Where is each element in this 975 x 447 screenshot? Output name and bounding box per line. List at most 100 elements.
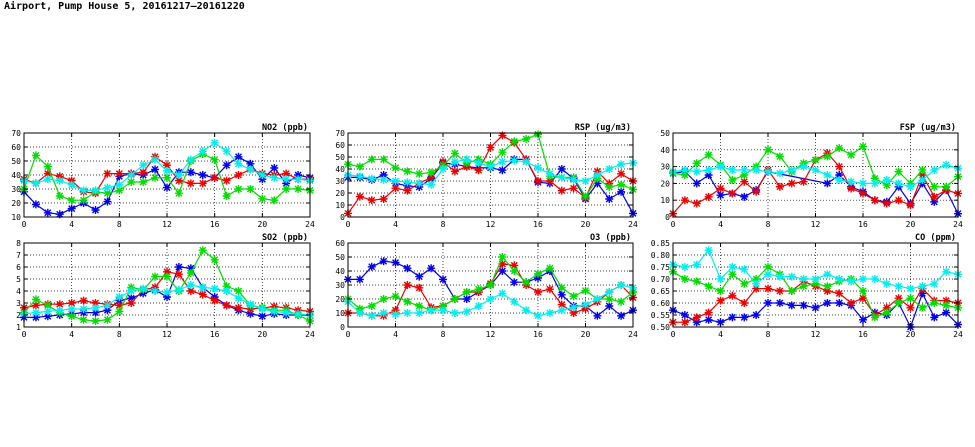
data-point — [605, 288, 614, 296]
data-point — [510, 261, 519, 270]
data-point — [906, 201, 915, 210]
x-tick-label: 12 — [811, 330, 821, 339]
data-point — [787, 301, 796, 310]
y-tick-label: 0.85 — [651, 239, 670, 248]
data-point — [31, 313, 40, 322]
data-point — [617, 160, 626, 169]
x-tick-label: 24 — [305, 330, 315, 339]
data-point — [355, 162, 364, 171]
data-point — [510, 156, 519, 165]
data-point — [163, 173, 171, 182]
y-tick-label: 1 — [16, 323, 21, 332]
data-point — [847, 177, 856, 186]
y-tick-label: 0.60 — [651, 299, 670, 308]
data-point — [198, 171, 207, 179]
data-point — [355, 309, 364, 317]
data-point — [942, 160, 951, 169]
data-point — [115, 180, 124, 189]
data-point — [593, 179, 602, 188]
data-point — [704, 192, 713, 201]
data-point — [139, 284, 148, 293]
data-point — [894, 282, 903, 291]
y-tick-label: 40 — [11, 171, 21, 180]
data-point — [823, 282, 832, 291]
data-point — [835, 162, 844, 171]
data-point — [811, 275, 820, 283]
data-point — [103, 197, 112, 206]
data-point — [258, 305, 267, 313]
data-point — [270, 173, 279, 182]
data-point — [222, 192, 231, 200]
y-tick-label: 0.75 — [651, 263, 670, 272]
y-tick-label: 60 — [335, 239, 345, 248]
data-point — [151, 155, 160, 164]
chart-title: SO2 (ppb) — [262, 233, 308, 243]
data-point — [498, 148, 507, 157]
x-tick-label: 4 — [69, 220, 74, 229]
data-point — [115, 186, 124, 195]
data-point — [198, 246, 207, 255]
data-point — [415, 169, 424, 178]
chart-title: O3 (ppb) — [590, 233, 631, 243]
data-point — [752, 284, 761, 293]
data-point — [581, 304, 590, 313]
data-point — [764, 145, 772, 154]
x-tick-label: 20 — [258, 220, 268, 229]
data-point — [835, 275, 844, 283]
x-tick-label: 16 — [858, 330, 868, 339]
data-point — [545, 177, 554, 185]
data-point — [258, 171, 267, 179]
data-point — [692, 260, 701, 269]
data-point — [246, 185, 255, 193]
data-point — [498, 267, 507, 275]
x-tick-label: 20 — [581, 330, 591, 339]
data-point — [450, 309, 459, 317]
data-point — [930, 192, 939, 201]
data-point — [605, 295, 614, 303]
data-point — [427, 306, 436, 315]
data-point — [728, 176, 737, 185]
x-tick-label: 8 — [441, 220, 446, 229]
data-point — [210, 255, 219, 264]
data-point — [186, 287, 195, 295]
data-point — [680, 318, 689, 327]
data-point — [545, 309, 554, 317]
y-tick-label: 50 — [660, 129, 670, 138]
data-point — [294, 309, 303, 318]
data-point — [367, 262, 376, 271]
data-point — [787, 165, 796, 174]
data-point — [557, 306, 566, 315]
data-point — [716, 296, 725, 305]
data-point — [692, 159, 701, 168]
data-point — [775, 287, 784, 295]
data-point — [379, 171, 388, 179]
data-point — [716, 318, 725, 327]
data-point — [522, 157, 531, 166]
data-point — [680, 275, 689, 283]
data-point — [752, 165, 761, 174]
data-point — [403, 281, 412, 289]
data-point — [870, 174, 879, 183]
data-point — [234, 287, 243, 295]
data-point — [498, 260, 507, 268]
data-point — [704, 150, 713, 159]
data-point — [174, 171, 183, 179]
x-tick-label: 0 — [346, 330, 351, 339]
data-point — [186, 281, 195, 289]
data-point — [103, 301, 112, 310]
data-point — [764, 167, 772, 176]
data-point — [367, 174, 376, 183]
data-point — [462, 295, 471, 303]
data-point — [581, 286, 590, 295]
y-tick-label: 10 — [660, 196, 670, 205]
data-point — [534, 311, 542, 320]
data-point — [581, 177, 590, 185]
data-point — [835, 171, 844, 179]
data-point — [593, 311, 602, 320]
data-point — [403, 297, 412, 306]
data-point — [115, 169, 124, 178]
y-tick-label: 0 — [340, 323, 345, 332]
data-point — [186, 269, 195, 277]
data-point — [67, 180, 76, 189]
data-point — [210, 296, 219, 305]
